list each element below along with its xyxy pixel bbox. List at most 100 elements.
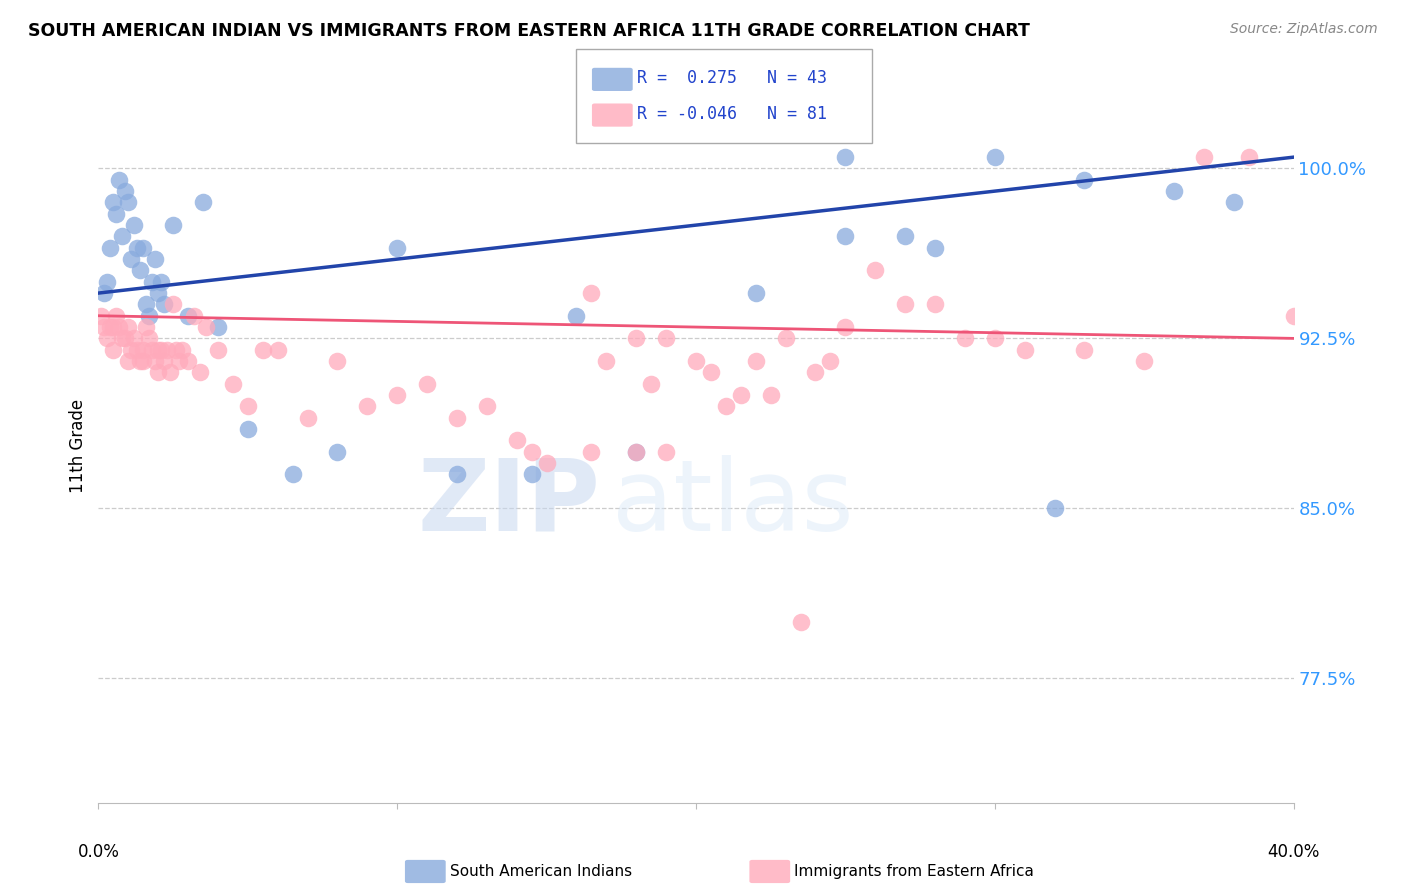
Point <box>565 309 588 323</box>
Point <box>90 309 112 323</box>
Point <box>804 365 827 379</box>
Point <box>117 354 139 368</box>
Point <box>446 410 468 425</box>
Point <box>96 275 118 289</box>
Point <box>150 275 173 289</box>
Point <box>924 241 946 255</box>
Point <box>111 331 134 345</box>
Point <box>141 343 163 357</box>
Point <box>1192 150 1215 164</box>
Point <box>983 150 1005 164</box>
Point <box>475 400 498 414</box>
Point <box>108 173 131 187</box>
Y-axis label: 11th Grade: 11th Grade <box>69 399 87 493</box>
Point <box>924 297 946 311</box>
Point <box>188 365 211 379</box>
Point <box>207 320 229 334</box>
Text: South American Indians: South American Indians <box>450 864 633 879</box>
Point <box>834 229 856 244</box>
Point <box>595 354 617 368</box>
Point <box>96 331 118 345</box>
Point <box>1073 343 1095 357</box>
Point <box>132 343 155 357</box>
Point <box>124 331 146 345</box>
Point <box>153 297 176 311</box>
Point <box>236 422 259 436</box>
Point <box>103 320 125 334</box>
Point <box>281 467 304 482</box>
Point <box>1237 150 1260 164</box>
Text: Source: ZipAtlas.com: Source: ZipAtlas.com <box>1230 22 1378 37</box>
Point <box>98 241 122 255</box>
Point <box>745 286 768 301</box>
Point <box>252 343 274 357</box>
Point <box>1043 501 1066 516</box>
Point <box>138 309 160 323</box>
Point <box>1282 309 1305 323</box>
Point <box>177 309 200 323</box>
Point <box>167 354 190 368</box>
Point <box>162 218 184 232</box>
Point <box>385 241 409 255</box>
Point <box>105 207 128 221</box>
Point <box>103 195 125 210</box>
Point <box>834 320 856 334</box>
Point <box>1133 354 1156 368</box>
Point <box>520 467 543 482</box>
Point <box>93 286 115 301</box>
Text: 40.0%: 40.0% <box>1267 843 1320 861</box>
Point <box>108 320 131 334</box>
Point <box>162 297 184 311</box>
Point <box>129 263 152 277</box>
Point <box>135 297 157 311</box>
Text: ZIP: ZIP <box>418 455 600 551</box>
Point <box>148 286 170 301</box>
Point <box>894 229 917 244</box>
Point <box>385 388 409 402</box>
Point <box>326 354 349 368</box>
Point <box>132 354 155 368</box>
Point <box>1222 195 1246 210</box>
Point <box>624 444 647 458</box>
Point <box>105 309 128 323</box>
Point <box>183 309 205 323</box>
Point <box>222 376 245 391</box>
Point <box>143 252 166 266</box>
Point <box>156 343 179 357</box>
Point <box>640 376 662 391</box>
Text: atlas: atlas <box>612 455 853 551</box>
Point <box>172 343 194 357</box>
Point <box>117 320 139 334</box>
Point <box>159 365 181 379</box>
Point <box>120 343 142 357</box>
Point <box>789 615 811 629</box>
Point <box>863 263 886 277</box>
Point <box>759 388 782 402</box>
Point <box>117 195 139 210</box>
Point <box>103 343 125 357</box>
Point <box>581 286 603 301</box>
Point <box>506 434 529 448</box>
Point <box>191 195 214 210</box>
Point <box>624 331 647 345</box>
Point <box>446 467 468 482</box>
Point <box>700 365 723 379</box>
Point <box>520 444 543 458</box>
Point <box>153 354 176 368</box>
Point <box>356 400 378 414</box>
Point <box>138 331 160 345</box>
Point <box>165 343 187 357</box>
Point <box>194 320 218 334</box>
Point <box>685 354 707 368</box>
Point <box>730 388 752 402</box>
Text: SOUTH AMERICAN INDIAN VS IMMIGRANTS FROM EASTERN AFRICA 11TH GRADE CORRELATION C: SOUTH AMERICAN INDIAN VS IMMIGRANTS FROM… <box>28 22 1031 40</box>
Point <box>120 252 142 266</box>
Text: R =  0.275   N = 43: R = 0.275 N = 43 <box>637 70 827 87</box>
Point <box>132 241 155 255</box>
Point <box>150 343 173 357</box>
Point <box>114 331 136 345</box>
Point <box>326 444 349 458</box>
Point <box>1014 343 1036 357</box>
Point <box>143 354 166 368</box>
Text: 0.0%: 0.0% <box>77 843 120 861</box>
